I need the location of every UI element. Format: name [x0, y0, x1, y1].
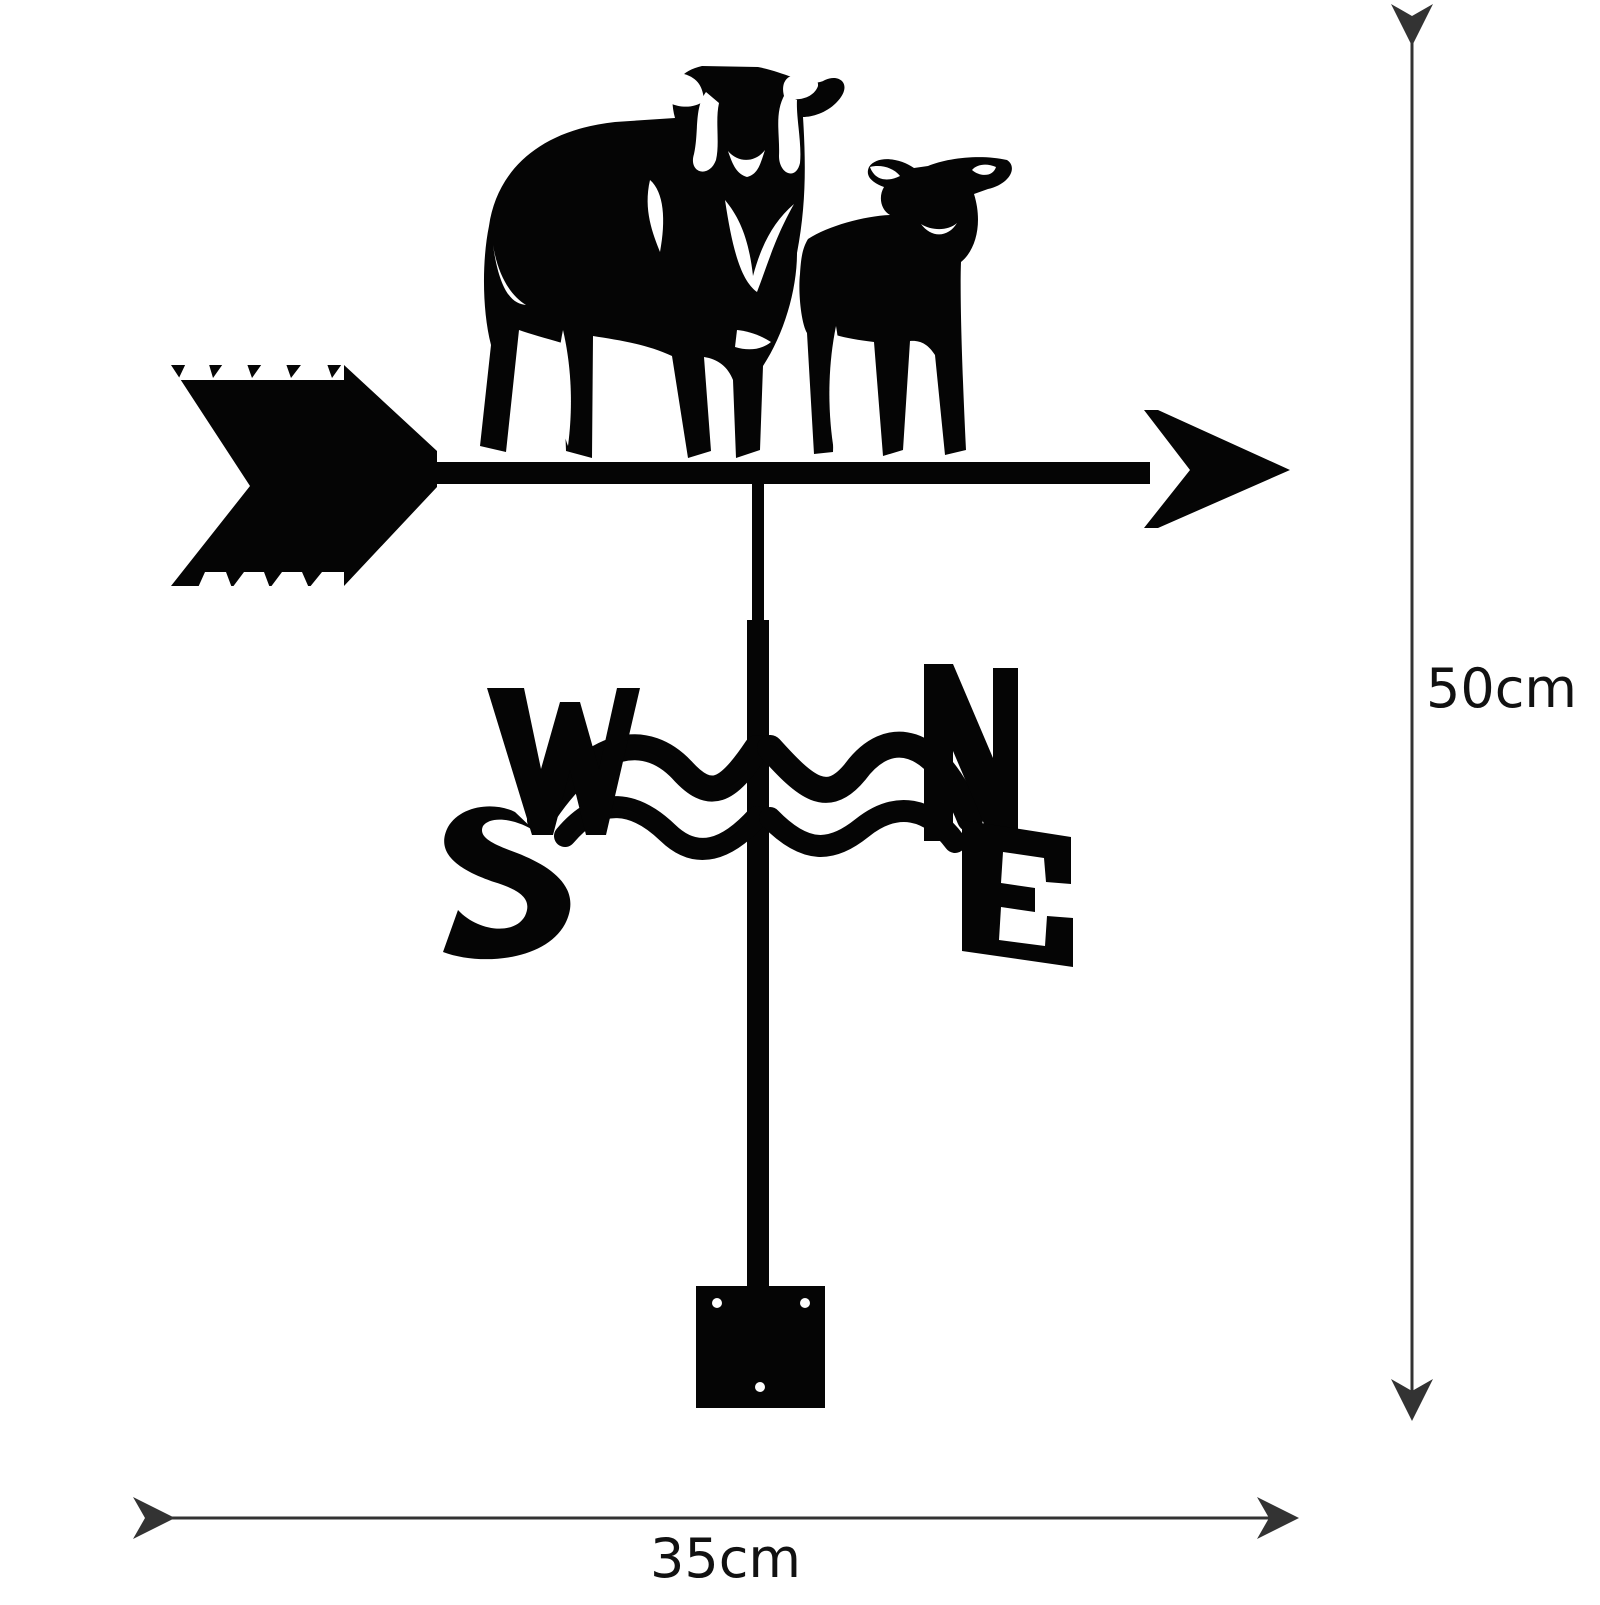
compass-letter-s	[443, 806, 571, 960]
weathervane-silhouette	[170, 66, 1290, 1408]
sheep-body-highlight-back	[493, 245, 526, 305]
sheep-left-ear-highlight	[658, 73, 704, 107]
arrow-tail-feather	[170, 365, 437, 586]
lamb-leg-highlight	[829, 326, 841, 451]
compass-letter-e	[962, 820, 1073, 967]
sheep-face-highlight-right	[778, 94, 801, 174]
sheep-chest-highlight	[725, 200, 794, 292]
mounting-hole-bottom	[755, 1382, 765, 1392]
lamb-silhouette	[799, 157, 1012, 456]
weathervane-mast	[696, 480, 825, 1408]
tail-notch-bottom	[196, 572, 344, 592]
arrow-pointer	[170, 361, 1290, 592]
lamb-mouth-highlight	[921, 223, 957, 235]
compass-letter-w	[487, 688, 640, 835]
sheep-silhouette	[480, 66, 845, 458]
mounting-hole-top-left	[712, 1298, 722, 1308]
arrow-head	[1144, 410, 1290, 528]
width-dimension-label: 35cm	[650, 1527, 802, 1590]
sheep-mouth-highlight	[728, 150, 765, 177]
arrow-shaft	[430, 462, 1150, 484]
compass-letter-n	[924, 664, 1018, 845]
lamb-left-ear-highlight	[870, 166, 900, 180]
mounting-hole-top-right	[800, 1298, 810, 1308]
sheep-right-ear-highlight	[783, 74, 819, 100]
compass-directional	[443, 664, 1073, 967]
height-dimension-label: 50cm	[1426, 657, 1578, 720]
lamb-right-ear-highlight	[972, 164, 996, 175]
sheep-face-highlight-left	[692, 92, 719, 172]
sheep-belly-highlight	[735, 330, 771, 350]
tail-notch-top	[178, 361, 344, 380]
sheep-leg-highlight	[557, 330, 571, 446]
sheep-body-highlight-left	[647, 180, 664, 252]
